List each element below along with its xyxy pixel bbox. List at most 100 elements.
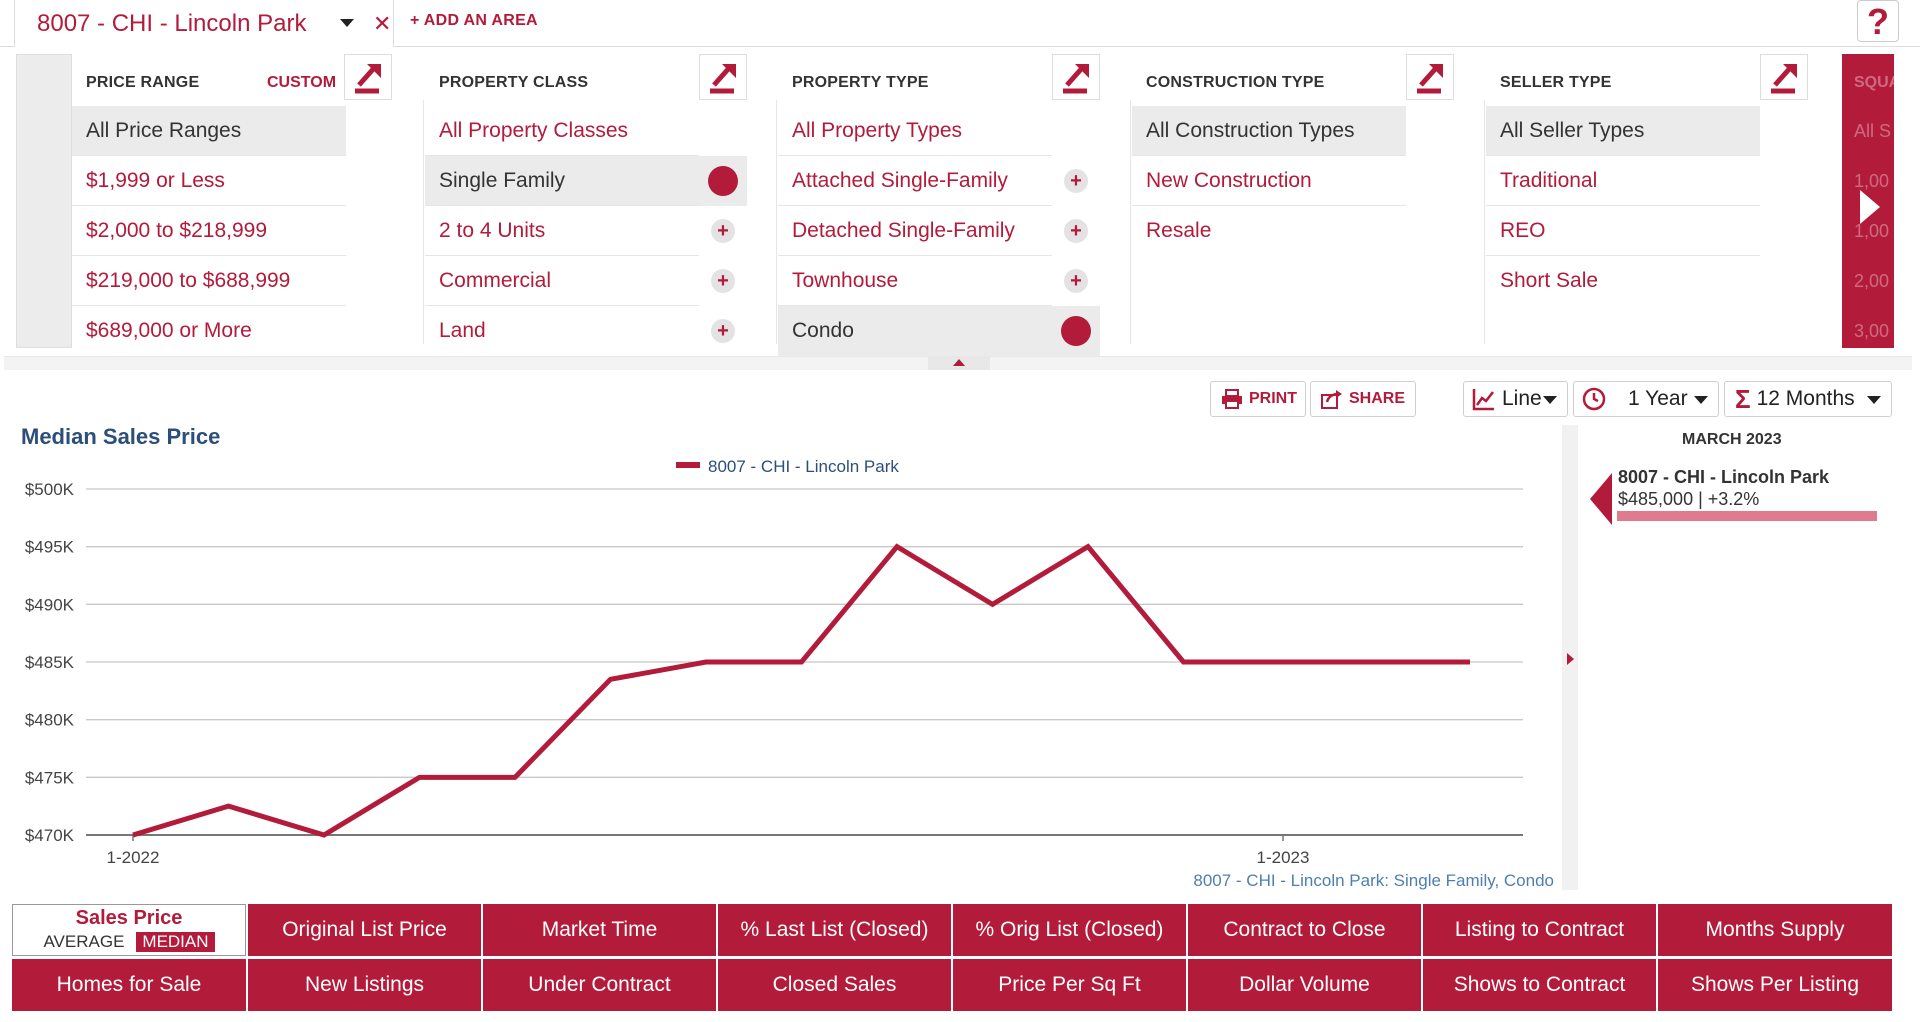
filter-option[interactable]: $1,999 or Less bbox=[72, 156, 346, 206]
filter-option[interactable]: New Construction bbox=[1132, 156, 1406, 206]
add-area-link[interactable]: + ADD AN AREA bbox=[410, 12, 538, 29]
metric-shows-per-listing[interactable]: Shows Per Listing bbox=[1658, 959, 1892, 1011]
metric-listing-to-contract[interactable]: Listing to Contract bbox=[1423, 904, 1658, 956]
filter-option: 1,00 bbox=[1854, 171, 1890, 191]
filter-option[interactable]: Townhouse bbox=[778, 256, 1052, 306]
metric-contract-to-close[interactable]: Contract to Close bbox=[1188, 904, 1423, 956]
metric-original-list-price[interactable]: Original List Price bbox=[248, 904, 483, 956]
rolling-value: 12 Months bbox=[1756, 387, 1855, 410]
area-tab[interactable]: 8007 - CHI - Lincoln Park ✕ bbox=[14, 0, 394, 47]
y-tick-label: $500K bbox=[25, 480, 75, 499]
metric-last-list-closed[interactable]: % Last List (Closed) bbox=[718, 904, 953, 956]
plus-icon[interactable]: + bbox=[699, 256, 747, 306]
chevron-right-icon[interactable] bbox=[1860, 190, 1880, 224]
metric-months-supply[interactable]: Months Supply bbox=[1658, 904, 1892, 956]
legend-swatch bbox=[676, 462, 700, 468]
chevron-right-icon bbox=[1567, 653, 1574, 665]
share-button[interactable]: SHARE bbox=[1310, 381, 1416, 417]
chart-type-dropdown[interactable]: Line bbox=[1463, 381, 1568, 417]
tooltip-toggle[interactable] bbox=[1562, 425, 1578, 890]
filter-option[interactable]: 2 to 4 Units bbox=[425, 206, 699, 256]
metric-under-contract[interactable]: Under Contract bbox=[483, 959, 718, 1011]
metric-market-time[interactable]: Market Time bbox=[483, 904, 718, 956]
filter-option[interactable]: All Seller Types bbox=[1486, 106, 1760, 156]
help-icon[interactable]: ? bbox=[1857, 0, 1899, 42]
chevron-down-icon bbox=[1867, 396, 1881, 404]
expand-icon[interactable] bbox=[1406, 54, 1454, 100]
filter-option: 1,00 bbox=[1854, 221, 1890, 241]
filter-option[interactable]: Resale bbox=[1146, 219, 1212, 242]
filter-option[interactable]: Commercial bbox=[425, 256, 699, 306]
filter-option[interactable]: $689,000 or More bbox=[86, 319, 252, 342]
filter-option[interactable]: All Price Ranges bbox=[72, 106, 346, 156]
filter-option[interactable]: Condo bbox=[778, 306, 1052, 356]
clock-icon bbox=[1582, 387, 1606, 411]
filter-option: 3,00 bbox=[1854, 321, 1890, 341]
metric-title: Sales Price bbox=[75, 907, 183, 929]
chart-type-value: Line bbox=[1502, 387, 1542, 410]
filter-title: PROPERTY CLASS bbox=[439, 74, 589, 91]
series-line bbox=[132, 543, 1470, 838]
expand-icon[interactable] bbox=[344, 54, 392, 100]
filter-option[interactable]: $2,000 to $218,999 bbox=[72, 206, 346, 256]
period-dropdown[interactable]: 1 Year bbox=[1573, 381, 1719, 417]
filter-option[interactable]: All Construction Types bbox=[1132, 106, 1406, 156]
metric-sales-price[interactable]: Sales Price AVERAGE MEDIAN bbox=[12, 904, 246, 956]
divider bbox=[776, 100, 777, 344]
chart-footnote: 8007 - CHI - Lincoln Park: Single Family… bbox=[1193, 871, 1554, 890]
filter-property-class: PROPERTY CLASS All Property Classes Sing… bbox=[425, 54, 747, 348]
filter-option[interactable]: Land bbox=[439, 319, 486, 342]
filter-option[interactable]: REO bbox=[1486, 206, 1760, 256]
filter-option[interactable]: All Property Types bbox=[778, 106, 1052, 156]
tooltip-bar bbox=[1617, 511, 1877, 521]
metric-orig-list-closed[interactable]: % Orig List (Closed) bbox=[953, 904, 1188, 956]
tooltip-arrow-icon bbox=[1590, 473, 1612, 525]
legend-label: 8007 - CHI - Lincoln Park bbox=[708, 457, 899, 476]
metric-shows-to-contract[interactable]: Shows to Contract bbox=[1423, 959, 1658, 1011]
median-toggle[interactable]: MEDIAN bbox=[136, 932, 215, 952]
metric-dollar-volume[interactable]: Dollar Volume bbox=[1188, 959, 1423, 1011]
line-chart-icon bbox=[1472, 389, 1494, 411]
metric-tabs: Sales Price AVERAGE MEDIAN Original List… bbox=[12, 904, 1892, 1012]
plus-icon[interactable]: + bbox=[1052, 156, 1100, 206]
close-icon[interactable]: ✕ bbox=[373, 11, 392, 36]
plus-icon[interactable]: + bbox=[699, 306, 747, 356]
tooltip-area: 8007 - CHI - Lincoln Park bbox=[1618, 467, 1830, 487]
plus-icon[interactable]: + bbox=[699, 206, 747, 256]
filter-option[interactable]: Single Family bbox=[425, 156, 699, 206]
filter-option[interactable]: $219,000 to $688,999 bbox=[72, 256, 346, 306]
selected-dot-icon[interactable] bbox=[1052, 306, 1100, 356]
custom-range-link[interactable]: CUSTOM bbox=[267, 74, 337, 91]
expand-icon[interactable] bbox=[1052, 54, 1100, 100]
metric-new-listings[interactable]: New Listings bbox=[248, 959, 483, 1011]
rolling-dropdown[interactable]: Σ 12 Months bbox=[1724, 381, 1892, 417]
metric-closed-sales[interactable]: Closed Sales bbox=[718, 959, 953, 1011]
plus-icon[interactable]: + bbox=[1052, 206, 1100, 256]
print-button[interactable]: PRINT bbox=[1210, 381, 1306, 417]
x-tick-label: 1-2023 bbox=[1257, 848, 1310, 867]
filter-title: CONSTRUCTION TYPE bbox=[1146, 74, 1325, 91]
average-toggle[interactable]: AVERAGE bbox=[43, 932, 125, 951]
filter-option[interactable]: Attached Single-Family bbox=[778, 156, 1052, 206]
metric-price-per-sq-ft[interactable]: Price Per Sq Ft bbox=[953, 959, 1188, 1011]
selected-dot-icon[interactable] bbox=[699, 156, 747, 206]
filter-option[interactable]: All Property Classes bbox=[425, 106, 699, 156]
y-tick-label: $490K bbox=[25, 595, 75, 614]
y-tick-label: $480K bbox=[25, 711, 75, 730]
filter-option[interactable]: Short Sale bbox=[1500, 269, 1599, 292]
chevron-down-icon[interactable] bbox=[340, 19, 354, 27]
filter-option[interactable]: Traditional bbox=[1486, 156, 1760, 206]
filter-option[interactable]: Detached Single-Family bbox=[778, 206, 1052, 256]
filter-scroll-left[interactable] bbox=[16, 54, 72, 348]
collapse-filters-button[interactable] bbox=[928, 356, 990, 370]
filter-title: SELLER TYPE bbox=[1500, 74, 1612, 91]
x-tick-label: 1-2022 bbox=[107, 848, 160, 867]
filter-option: All S bbox=[1854, 121, 1892, 141]
share-label: SHARE bbox=[1349, 390, 1406, 407]
metric-homes-for-sale[interactable]: Homes for Sale bbox=[12, 959, 248, 1011]
expand-icon[interactable] bbox=[1760, 54, 1808, 100]
plus-icon[interactable]: + bbox=[1052, 256, 1100, 306]
expand-icon[interactable] bbox=[699, 54, 747, 100]
filter-panel: PRICE RANGE CUSTOM All Price Ranges $1,9… bbox=[0, 48, 1920, 358]
